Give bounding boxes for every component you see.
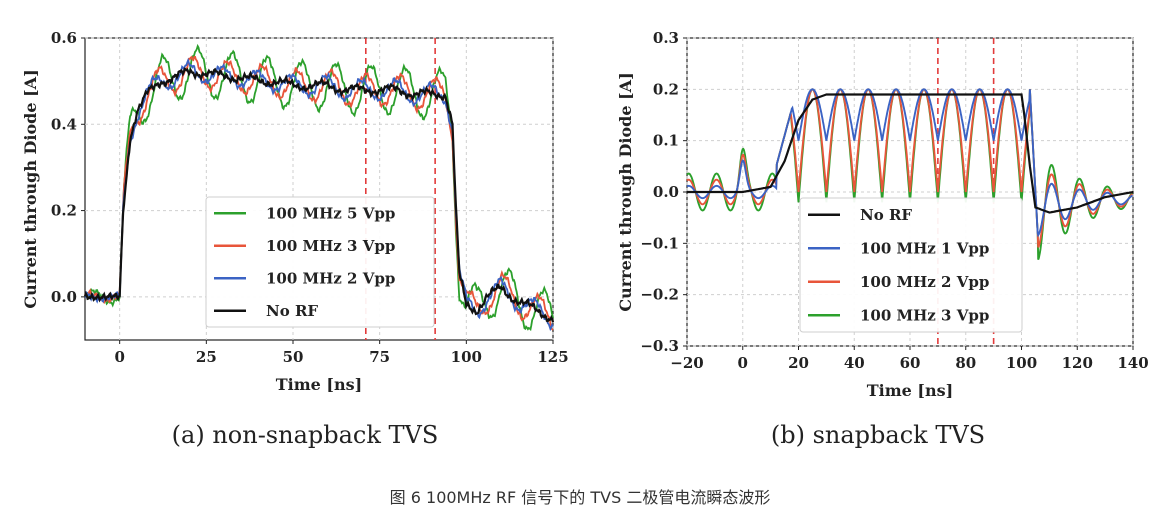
x-tick-label: 25 bbox=[196, 348, 217, 366]
x-tick-label: 60 bbox=[900, 354, 921, 372]
x-tick-label: 0 bbox=[114, 348, 124, 366]
legend-label: No RF bbox=[266, 302, 318, 320]
y-tick-label: 0.3 bbox=[653, 29, 679, 47]
y-tick-label: 0.4 bbox=[51, 115, 77, 133]
chart-a: 0 25 50 75 100 125 0.0 0.2 0.4 0.6 Time [ns] Cur… bbox=[21, 29, 569, 449]
series-line-2 bbox=[84, 55, 554, 331]
x-tick-label: 100 bbox=[451, 348, 482, 366]
chart-b-x-axis-label: Time [ns] bbox=[867, 381, 953, 400]
figure-caption: 图 6 100MHz RF 信号下的 TVS 二极管电流瞬态波形 bbox=[389, 488, 771, 507]
y-tick-label: 0.2 bbox=[653, 80, 679, 98]
chart-b-y-axis-label: Current through Diode [A] bbox=[616, 72, 635, 311]
legend-label: 100 MHz 2 Vpp bbox=[860, 273, 989, 291]
legend-label: 100 MHz 2 Vpp bbox=[266, 269, 395, 287]
series-line-2 bbox=[686, 88, 1133, 238]
y-tick-label: 0.2 bbox=[51, 202, 77, 220]
chart-b: −20 0 20 40 60 80 100 120 140 −0.3 −0.2 −0.1 0.0 0.1… bbox=[616, 29, 1149, 449]
x-tick-label: 140 bbox=[1117, 354, 1148, 372]
chart-a-subtitle: (a) non-snapback TVS bbox=[172, 421, 439, 449]
series-line-4 bbox=[83, 67, 555, 323]
figure: 0 25 50 75 100 125 0.0 0.2 0.4 0.6 Time [ns] Cur… bbox=[21, 29, 1149, 449]
legend-label: 100 MHz 1 Vpp bbox=[860, 239, 989, 257]
x-tick-label: 20 bbox=[788, 354, 809, 372]
legend-box bbox=[205, 196, 435, 328]
chart-b-legend: No RF 100 MHz 1 Vpp 100 MHz 2 Vpp 100 MHz 3… bbox=[799, 197, 1023, 333]
x-tick-label: −20 bbox=[670, 354, 703, 372]
y-tick-label: −0.1 bbox=[640, 234, 679, 252]
chart-a-y-axis-label: Current through Diode [A] bbox=[21, 69, 40, 308]
legend-label: 100 MHz 3 Vpp bbox=[266, 237, 395, 255]
x-tick-label: 75 bbox=[369, 348, 390, 366]
chart-a-x-axis-label: Time [ns] bbox=[276, 375, 362, 394]
x-tick-label: 40 bbox=[844, 354, 865, 372]
x-tick-label: 0 bbox=[738, 354, 748, 372]
legend-box bbox=[799, 197, 1023, 333]
y-tick-label: 0.0 bbox=[653, 183, 679, 201]
y-tick-label: −0.3 bbox=[640, 337, 679, 355]
chart-a-legend: 100 MHz 5 Vpp 100 MHz 3 Vpp 100 MHz 2 Vpp N… bbox=[205, 196, 435, 328]
legend-label: 100 MHz 3 Vpp bbox=[860, 306, 989, 324]
x-tick-label: 125 bbox=[537, 348, 568, 366]
chart-b-subtitle: (b) snapback TVS bbox=[771, 421, 985, 449]
y-tick-label: −0.2 bbox=[640, 286, 679, 304]
series-line-1 bbox=[84, 43, 554, 332]
x-tick-label: 50 bbox=[283, 348, 304, 366]
y-tick-label: 0.6 bbox=[51, 29, 77, 47]
y-tick-label: 0.0 bbox=[51, 288, 77, 306]
series-line-1 bbox=[687, 93, 1134, 214]
x-tick-label: 80 bbox=[955, 354, 976, 372]
legend-label: 100 MHz 5 Vpp bbox=[266, 204, 395, 222]
x-tick-label: 100 bbox=[1006, 354, 1037, 372]
y-tick-label: 0.1 bbox=[653, 132, 679, 150]
legend-label: No RF bbox=[860, 206, 912, 224]
x-tick-label: 120 bbox=[1062, 354, 1093, 372]
